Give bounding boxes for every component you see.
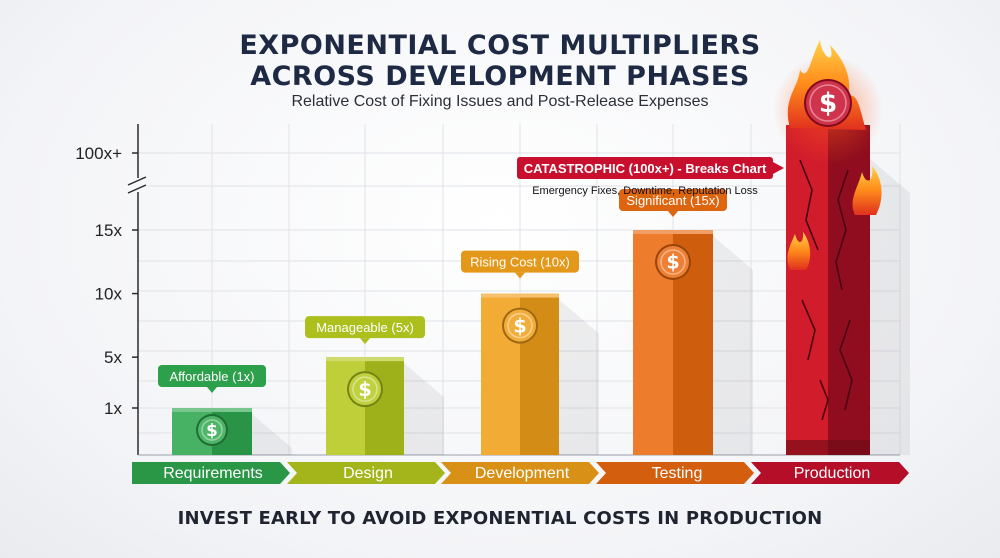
chart-title: EXPONENTIAL COST MULTIPLIERS ACROSS DEVE…	[239, 30, 761, 92]
bar-production: $	[773, 40, 910, 455]
bar-shadow	[559, 299, 599, 455]
data-label-pointer	[668, 211, 678, 217]
data-label-bubble: Affordable (1x)	[158, 365, 266, 393]
data-label-box	[517, 157, 773, 179]
x-tick-label: Requirements	[163, 465, 263, 482]
bar-crack	[801, 299, 816, 361]
data-label-text: Rising Cost (10x)	[470, 255, 570, 270]
y-tick-label: 100x+	[75, 144, 122, 163]
axis-break-slash	[127, 176, 147, 186]
bar-requirements: $	[172, 408, 292, 455]
bar-top-edge	[481, 293, 559, 298]
coin-dollar-sign: $	[513, 314, 526, 337]
coin-ring	[507, 312, 533, 339]
bar-top-edge	[326, 357, 404, 362]
data-label-text: CATASTROPHIC (100x+) - Breaks Chart	[524, 161, 767, 176]
bar-testing: $	[633, 230, 753, 455]
axis-break-slash	[127, 184, 147, 194]
coin-ring	[352, 376, 378, 402]
data-label-box	[619, 189, 727, 211]
phase-arrow-shape	[441, 462, 599, 484]
dollar-coin-icon: $	[347, 371, 383, 408]
flame-side	[787, 232, 811, 270]
footer-message: INVEST EARLY TO AVOID EXPONENTIAL COSTS …	[177, 508, 823, 529]
coin-dollar-sign: $	[666, 251, 679, 274]
y-tick-label: 5x	[104, 348, 122, 367]
flame-side	[852, 166, 882, 215]
coin-face	[806, 81, 850, 125]
bar-crack	[835, 169, 849, 291]
phase-arrows: Requirements Design Development Testing Prod…	[132, 462, 909, 484]
data-label-bubble: Rising Cost (10x)	[461, 250, 579, 279]
dollar-coin-icon: $	[196, 414, 228, 446]
data-label-box	[158, 365, 266, 387]
coin-ring	[660, 249, 686, 275]
axis-break-icon	[127, 176, 148, 194]
phase-arrow-production: Production	[751, 462, 909, 484]
y-tick-label: 15x	[95, 221, 123, 240]
coin-ring	[201, 419, 223, 441]
data-label-text: Significant (15x)	[626, 193, 719, 208]
data-label-pointer	[207, 387, 217, 393]
bar-crack	[819, 379, 829, 421]
bar-crack	[799, 159, 819, 251]
phase-arrow-shape	[596, 462, 754, 484]
coin-ring	[809, 84, 847, 122]
annotation-text: Emergency Fixes, Downtime, Reputation Lo…	[532, 185, 758, 197]
data-label-text: Affordable (1x)	[169, 369, 254, 384]
data-label-pointer	[515, 272, 525, 279]
bar-face-right	[828, 125, 870, 455]
data-label-pointer	[360, 338, 370, 345]
bar-shadow	[252, 414, 292, 455]
phase-arrow-shape	[287, 462, 445, 484]
phase-arrow-testing: Testing	[596, 462, 754, 484]
phase-arrow-shape	[132, 462, 290, 484]
phase-arrow-design: Design	[287, 462, 445, 484]
x-tick-label: Testing	[652, 465, 703, 482]
data-label-box	[305, 316, 425, 339]
bar-face-left	[786, 125, 828, 455]
coin-dollar-sign: $	[206, 420, 218, 440]
dollar-coin-icon: $	[655, 244, 691, 280]
data-label-box	[461, 250, 579, 273]
data-label-bubble: Significant (15x)	[619, 189, 727, 217]
bar-design: $	[326, 357, 444, 455]
bar-crack	[839, 319, 853, 411]
x-tick-label: Development	[475, 465, 570, 482]
bar-shadow	[713, 236, 753, 455]
coin-dollar-sign: $	[358, 378, 371, 401]
data-label-pointer	[773, 162, 784, 174]
x-tick-label: Production	[794, 465, 871, 482]
bar-shadow	[870, 159, 910, 455]
bar-shadow	[404, 363, 444, 455]
data-label-catastrophic: CATASTROPHIC (100x+) - Breaks Chart Emerg…	[517, 157, 784, 197]
bar-development: $	[481, 293, 599, 455]
bar-base-shade	[786, 440, 870, 455]
bar-top-edge	[633, 230, 713, 234]
data-label-bubble: Manageable (5x)	[305, 316, 425, 345]
data-labels-group: Affordable (1x) Manageable (5x) Rising Cos…	[158, 157, 784, 393]
axis-break-gap	[128, 178, 148, 192]
bars-group: $ $ $ $ $	[172, 40, 910, 455]
phase-arrow-development: Development	[441, 462, 599, 484]
coin-dollar-sign: $	[819, 88, 837, 119]
y-tick-label: 1x	[104, 399, 122, 418]
dollar-coin-icon: $	[804, 79, 852, 127]
phase-arrow-requirements: Requirements	[132, 462, 290, 484]
y-tick-label: 10x	[95, 285, 123, 304]
chart-subtitle: Relative Cost of Fixing Issues and Post-…	[291, 93, 709, 110]
bar-top-edge	[172, 408, 252, 412]
dollar-coin-icon: $	[502, 307, 538, 344]
phase-arrow-shape	[751, 462, 909, 484]
data-label-text: Manageable (5x)	[316, 320, 414, 335]
x-tick-label: Design	[343, 465, 393, 482]
